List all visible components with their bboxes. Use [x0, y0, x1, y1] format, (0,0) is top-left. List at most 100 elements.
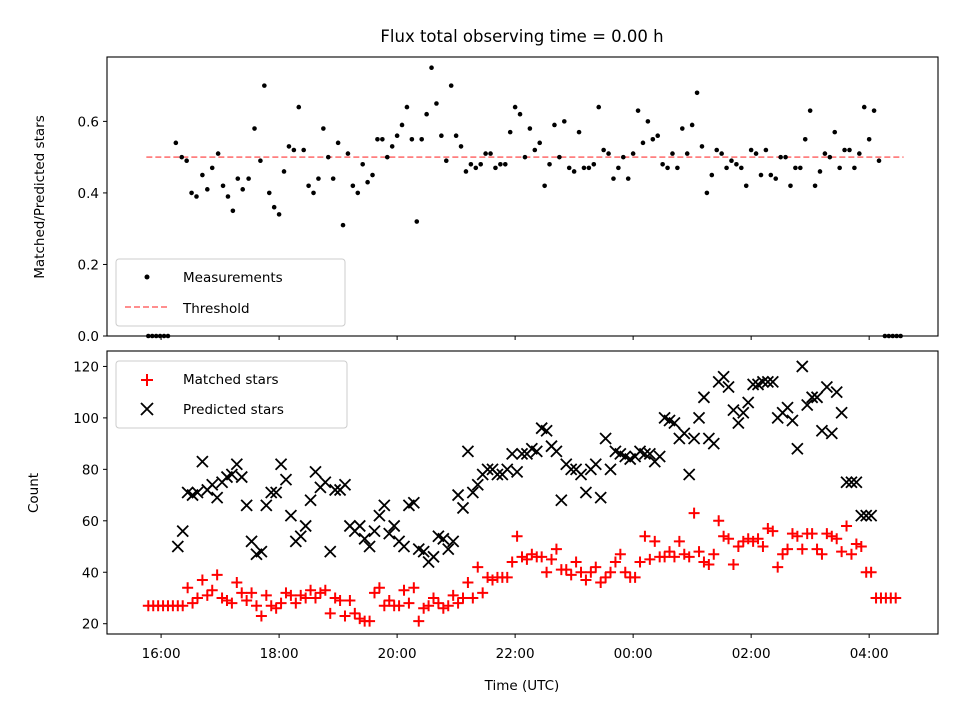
measurement-point [443, 158, 449, 164]
measurement-point [409, 136, 415, 142]
measurement-point [262, 83, 267, 88]
measurement-point [246, 176, 251, 181]
matched-point [850, 538, 862, 550]
matched-point [560, 564, 572, 576]
measurement-point [621, 154, 626, 160]
matched-point [865, 566, 877, 578]
matched-point [216, 592, 228, 604]
predicted-point [329, 483, 342, 497]
matched-point [472, 561, 484, 573]
predicted-point [388, 519, 401, 533]
predicted-point [604, 463, 617, 476]
predicted-point [820, 380, 834, 394]
matched-point [319, 584, 331, 596]
matched-point [211, 569, 223, 581]
predicted-point [515, 447, 529, 461]
predicted-point [550, 445, 563, 458]
predicted-point [864, 509, 878, 522]
matched-point [713, 515, 725, 527]
y-tick-label: 0.6 [78, 114, 99, 130]
measurement-point [798, 165, 803, 171]
predicted-point [589, 458, 602, 471]
measurement-point [512, 104, 518, 110]
predicted-point [456, 501, 470, 515]
predicted-point [530, 445, 543, 458]
matched-point [688, 507, 700, 519]
measurement-point [547, 162, 552, 167]
matched-point [742, 533, 754, 545]
y-axis-label-ratio: Matched/Predicted stars [32, 115, 48, 278]
measurement-point [258, 158, 263, 164]
predicted-point [835, 406, 848, 419]
measurement-point [321, 126, 326, 131]
matched-point [250, 600, 262, 612]
matched-point [501, 571, 513, 583]
ratio-legend: Measurements Threshold [115, 258, 346, 327]
predicted-point [255, 545, 268, 558]
matched-point [747, 535, 759, 547]
x-tick-label: 22:00 [496, 646, 535, 662]
ratio-axes: 0.0 0.2 0.4 0.6 [78, 114, 870, 345]
predicted-point [466, 486, 479, 499]
measurement-point [802, 136, 808, 142]
measurement-point [311, 190, 316, 196]
matched-point [290, 597, 302, 609]
matched-point [442, 600, 454, 612]
measurement-point [424, 111, 429, 117]
matched-point [437, 602, 449, 614]
legend-matched-marker [141, 374, 153, 386]
matched-point [182, 582, 194, 594]
measurement-point [350, 183, 356, 189]
matched-point [546, 553, 558, 565]
measurement-point [645, 119, 651, 124]
y-tick-label: 0.2 [78, 257, 99, 273]
matched-point [580, 574, 592, 586]
predicted-point [506, 447, 519, 461]
matched-point [605, 566, 617, 578]
measurement-point [857, 151, 862, 156]
matched-point [845, 548, 857, 560]
measurement-point [616, 165, 621, 171]
legend-predicted-marker [140, 402, 154, 416]
predicted-point [196, 455, 209, 468]
measurement-point [611, 176, 616, 181]
measurement-point [209, 165, 215, 171]
matched-point [521, 553, 533, 565]
measurement-point [586, 165, 592, 171]
measurement-point [281, 169, 287, 174]
predicted-point [368, 524, 381, 538]
measurement-point [230, 208, 236, 214]
measurement-point [335, 140, 341, 146]
predicted-point [378, 499, 391, 512]
predicted-point [230, 458, 243, 471]
count-marks [142, 360, 902, 627]
y-tick-label: 0.4 [78, 186, 99, 202]
x-tick-label: 04:00 [850, 646, 889, 662]
predicted-point [801, 398, 814, 412]
measurement-point [842, 147, 847, 153]
predicted-point [407, 496, 420, 509]
measurement-point [832, 129, 838, 135]
count-legend: Matched stars Predicted stars [115, 360, 348, 429]
measurement-point [778, 154, 783, 160]
predicted-point [383, 527, 396, 540]
predicted-point [373, 509, 386, 522]
matched-point [231, 577, 243, 589]
measurement-point [576, 129, 582, 135]
measurement-point [596, 104, 602, 110]
legend-measurements-marker [144, 274, 150, 280]
measurement-point [266, 190, 272, 196]
predicted-point [579, 486, 593, 499]
predicted-point [299, 519, 312, 533]
matched-point [427, 592, 439, 604]
predicted-point [510, 465, 524, 479]
matched-point [772, 561, 784, 573]
matched-point [629, 571, 641, 583]
measurement-point [734, 162, 739, 167]
matched-point [727, 559, 739, 571]
predicted-point [737, 406, 750, 419]
x-tick-label: 20:00 [378, 646, 417, 662]
matched-point [575, 566, 587, 578]
matched-point [752, 533, 764, 545]
measurement-point [429, 65, 434, 71]
